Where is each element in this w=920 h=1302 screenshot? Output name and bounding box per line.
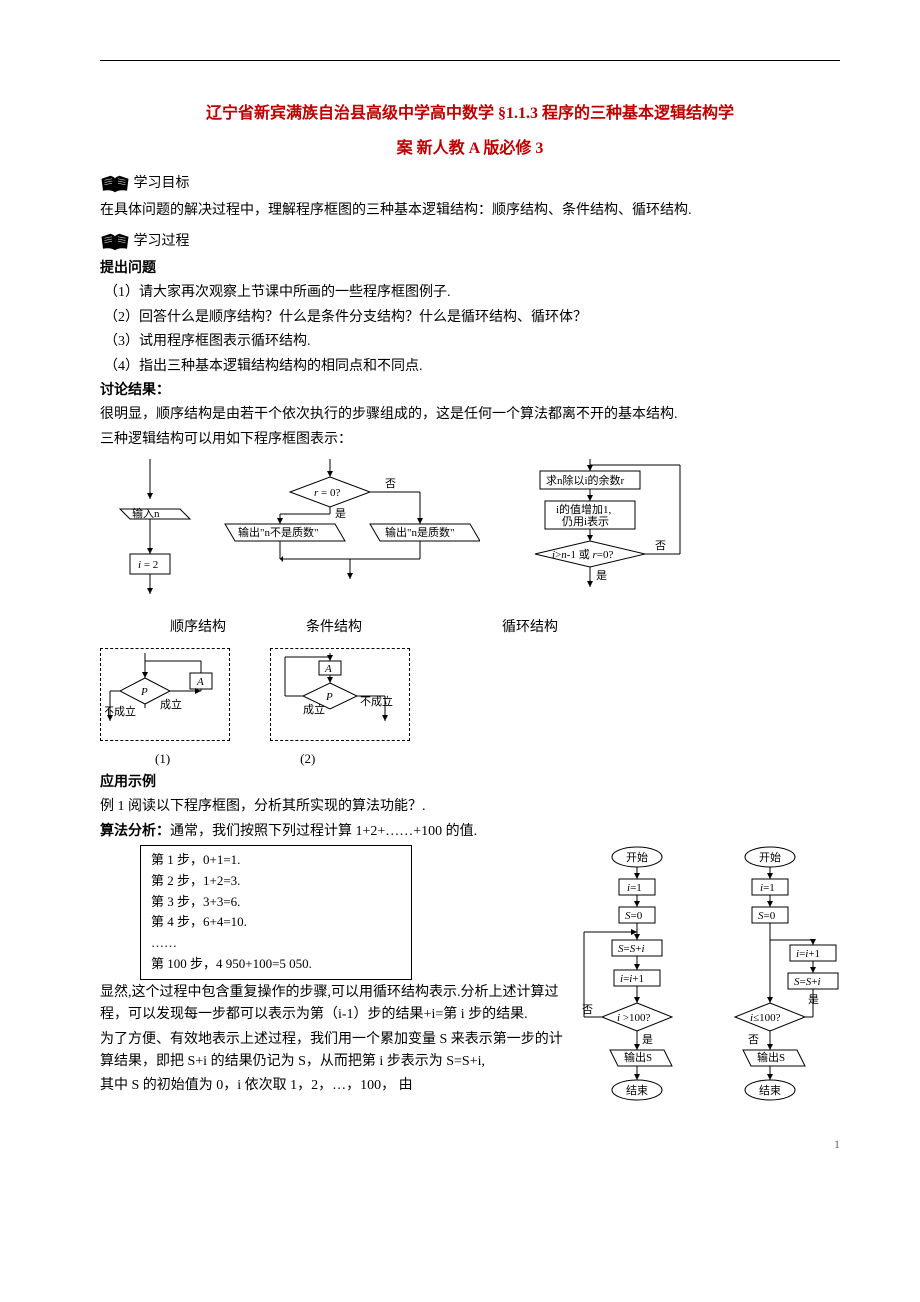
svg-text:i=i+1: i=i+1 bbox=[620, 973, 644, 985]
svg-text:i >100?: i >100? bbox=[617, 1012, 651, 1024]
svg-text:输入n: 输入n bbox=[132, 506, 160, 520]
svg-text:开始: 开始 bbox=[759, 850, 781, 864]
svg-text:输出"n不是质数": 输出"n不是质数" bbox=[238, 525, 318, 539]
doc-title-2: 案 新人教 A 版必修 3 bbox=[100, 136, 840, 162]
mini-loop-1: P 成立 不成立 A bbox=[100, 648, 230, 741]
page-number: 1 bbox=[100, 1135, 840, 1154]
q-heading: 提出问题 bbox=[100, 258, 840, 280]
step-ellipsis: …… bbox=[151, 933, 401, 954]
mini-cap-1: (1) bbox=[155, 749, 170, 770]
example-heading: 应用示例 bbox=[100, 772, 840, 794]
svg-text:i≤100?: i≤100? bbox=[750, 1012, 781, 1024]
q1: （1）请大家再次观察上节课中所画的一些程序框图例子. bbox=[104, 282, 840, 304]
discuss-heading: 讨论结果： bbox=[100, 383, 170, 398]
svg-text:S=S+i: S=S+i bbox=[794, 976, 821, 988]
svg-text:i=1: i=1 bbox=[760, 882, 775, 894]
top-rule bbox=[100, 60, 840, 61]
sum-flowchart-a: 开始 i=1 S=0 S=S+i i=i+1 i >100? 否 是 bbox=[572, 845, 702, 1125]
svg-text:成立: 成立 bbox=[160, 697, 182, 711]
svg-text:否: 否 bbox=[748, 1034, 759, 1046]
svg-text:结束: 结束 bbox=[759, 1084, 781, 1097]
para2: 为了方便、有效地表示上述过程，我们用一个累加变量 S 来表示第一步的计算结果，即… bbox=[100, 1029, 572, 1074]
loop-flowchart: 求n除以i的余数r i的值增加1, 仍用i表示 i>n-1 或 r=0? 否 是 bbox=[490, 459, 710, 609]
svg-text:A: A bbox=[324, 663, 332, 675]
mini-captions: (1) (2) bbox=[155, 749, 840, 770]
svg-text:输出S: 输出S bbox=[757, 1050, 785, 1064]
discuss-p2: 三种逻辑结构可以用如下程序框图表示： bbox=[100, 429, 840, 451]
svg-text:i>n-1 或 r=0?: i>n-1 或 r=0? bbox=[552, 548, 613, 561]
para3: 其中 S 的初始值为 0，i 依次取 1，2，…，100， 由 bbox=[100, 1075, 572, 1097]
example-right: 开始 i=1 S=0 S=S+i i=i+1 i >100? 否 是 bbox=[572, 845, 840, 1125]
svg-text:求n除以i的余数r: 求n除以i的余数r bbox=[546, 473, 625, 487]
svg-text:P: P bbox=[140, 686, 148, 698]
svg-text:P: P bbox=[325, 691, 333, 703]
question-list: （1）请大家再次观察上节课中所画的一些程序框图例子. （2）回答什么是顺序结构？… bbox=[100, 282, 840, 378]
analysis-pre: 算法分析： bbox=[100, 824, 170, 839]
sum-flowchart-b: 开始 i=1 S=0 i=i+1 S=S+i i≤100? 是 bbox=[710, 845, 840, 1125]
svg-text:结束: 结束 bbox=[626, 1084, 648, 1097]
svg-text:i = 2: i = 2 bbox=[138, 559, 158, 571]
step-2: 第 2 步，1+2=3. bbox=[151, 871, 401, 892]
analysis-line: 算法分析：通常，我们按照下列过程计算 1+2+……+100 的值. bbox=[100, 821, 840, 843]
conditional-flowchart: r = 0? 否 输出"n是质数" 是 输出"n不是质数" bbox=[220, 459, 480, 609]
three-structures-row: 输入n i = 2 r = 0? 否 输出"n是质数" 是 输出"n不是质数" bbox=[100, 459, 840, 609]
doc-title-1: 辽宁省新宾满族自治县高级中学高中数学 §1.1.3 程序的三种基本逻辑结构学 bbox=[100, 101, 840, 127]
mini-loop-2: A P 成立 不成立 bbox=[270, 648, 410, 741]
cond-label: 条件结构 bbox=[306, 617, 362, 639]
svg-text:S=0: S=0 bbox=[758, 910, 776, 922]
step-100: 第 100 步，4 950+100=5 050. bbox=[151, 954, 401, 975]
q4: （4）指出三种基本逻辑结构结构的相同点和不同点. bbox=[104, 356, 840, 378]
structure-labels: 顺序结构 条件结构 循环结构 bbox=[170, 617, 840, 639]
step-3: 第 3 步，3+3=6. bbox=[151, 892, 401, 913]
svg-text:是: 是 bbox=[808, 993, 819, 1006]
section-process: 学习过程 bbox=[100, 230, 840, 254]
goal-text: 在具体问题的解决过程中，理解程序框图的三种基本逻辑结构：顺序结构、条件结构、循环… bbox=[100, 200, 840, 222]
q3: （3）试用程序框图表示循环结构. bbox=[104, 331, 840, 353]
book-icon bbox=[100, 176, 134, 191]
svg-text:仍用i表示: 仍用i表示 bbox=[562, 514, 609, 528]
svg-text:是: 是 bbox=[596, 569, 607, 582]
svg-text:开始: 开始 bbox=[626, 850, 648, 864]
svg-text:输出S: 输出S bbox=[624, 1050, 652, 1064]
example-left: 第 1 步，0+1=1. 第 2 步，1+2=3. 第 3 步，3+3=6. 第… bbox=[100, 845, 572, 1100]
q2: （2）回答什么是顺序结构？什么是条件分支结构？什么是循环结构、循环体？ bbox=[104, 307, 840, 329]
section-goal: 学习目标 bbox=[100, 172, 840, 196]
svg-text:i的值增加1,: i的值增加1, bbox=[556, 502, 612, 516]
svg-text:是: 是 bbox=[642, 1033, 653, 1046]
book-icon bbox=[100, 234, 134, 249]
steps-box: 第 1 步，0+1=1. 第 2 步，1+2=3. 第 3 步，3+3=6. 第… bbox=[140, 845, 412, 980]
mini-cap-2: (2) bbox=[300, 749, 315, 770]
svg-text:r = 0?: r = 0? bbox=[314, 487, 340, 499]
seq-label: 顺序结构 bbox=[170, 617, 226, 639]
svg-text:是: 是 bbox=[335, 507, 346, 520]
sequential-flowchart: 输入n i = 2 bbox=[100, 459, 210, 609]
analysis-post: 通常，我们按照下列过程计算 1+2+……+100 的值. bbox=[170, 824, 477, 839]
svg-text:i=i+1: i=i+1 bbox=[796, 948, 820, 960]
step-1: 第 1 步，0+1=1. bbox=[151, 850, 401, 871]
step-4: 第 4 步，6+4=10. bbox=[151, 912, 401, 933]
example1-label: 例 1 阅读以下程序框图，分析其所实现的算法功能？. bbox=[100, 796, 840, 818]
para1: 显然,这个过程中包含重复操作的步骤,可以用循环结构表示.分析上述计算过程，可以发… bbox=[100, 982, 572, 1027]
svg-text:S=0: S=0 bbox=[625, 910, 643, 922]
mini-loop-row: P 成立 不成立 A A P bbox=[100, 648, 840, 741]
svg-text:成立: 成立 bbox=[303, 702, 325, 716]
svg-text:A: A bbox=[196, 676, 204, 688]
discuss-p1: 很明显，顺序结构是由若干个依次执行的步骤组成的，这是任何一个算法都离不开的基本结… bbox=[100, 404, 840, 426]
svg-text:i=1: i=1 bbox=[627, 882, 642, 894]
svg-text:输出"n是质数": 输出"n是质数" bbox=[385, 525, 454, 539]
svg-text:S=S+i: S=S+i bbox=[618, 943, 645, 955]
section-goal-label: 学习目标 bbox=[134, 176, 190, 191]
loop-label: 循环结构 bbox=[502, 617, 558, 639]
svg-text:否: 否 bbox=[655, 540, 666, 552]
section-process-label: 学习过程 bbox=[134, 234, 190, 249]
svg-text:否: 否 bbox=[385, 478, 396, 490]
example-body: 第 1 步，0+1=1. 第 2 步，1+2=3. 第 3 步，3+3=6. 第… bbox=[100, 845, 840, 1125]
